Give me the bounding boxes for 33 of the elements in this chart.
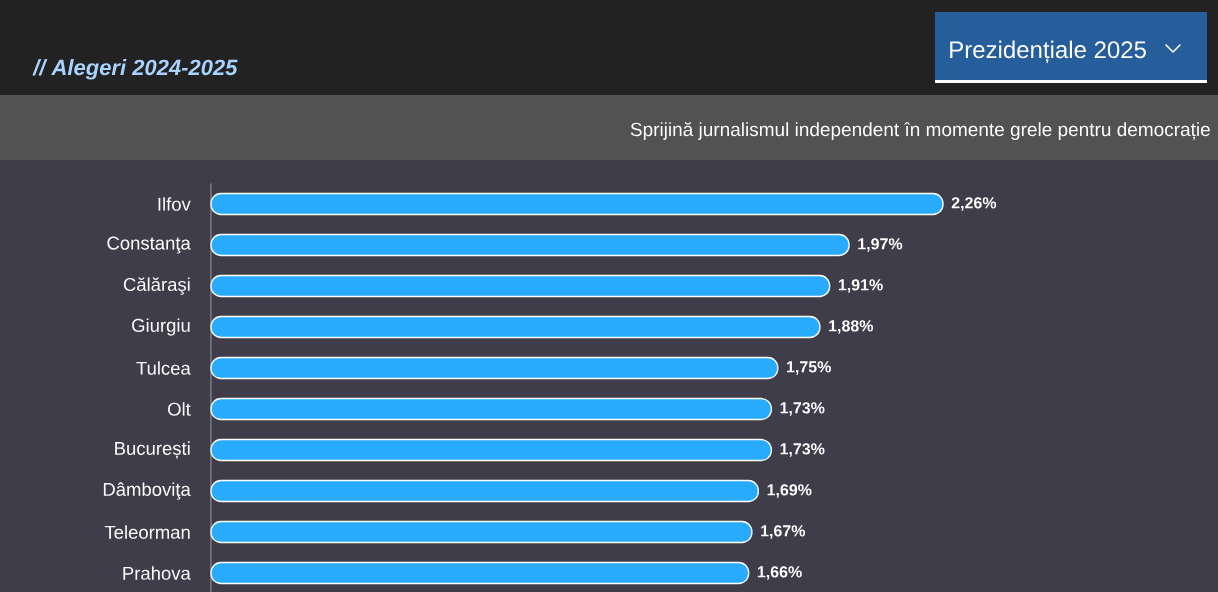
bar	[210, 315, 821, 339]
bar	[210, 233, 850, 257]
bar	[210, 192, 944, 216]
text: Prezidențiale 2025	[950, 40, 1146, 64]
y-tick-label: Constanţa	[107, 236, 191, 254]
y-tick-label: Teleorman	[104, 525, 190, 539]
bar	[210, 356, 779, 380]
data-label: 1,66%	[757, 566, 802, 580]
y-tick-label: Giurgiu	[132, 318, 190, 336]
data-label: 1,88%	[829, 320, 874, 334]
text: Sprijină jurnalismul independent în momente grele pentru democrație	[630, 122, 1210, 141]
data-label: 1,97%	[858, 238, 903, 252]
bar	[210, 479, 760, 503]
bar	[210, 397, 772, 421]
data-label: 1,73%	[780, 402, 825, 416]
data-label: 1,67%	[761, 525, 806, 539]
chart-subtitle: // Alegeri 2024-2025	[32, 59, 238, 80]
bar	[210, 561, 750, 585]
y-tick-label: Călăraşi	[123, 277, 190, 295]
bar	[210, 520, 753, 544]
data-label: 1,73%	[780, 443, 825, 457]
y-tick-label: București	[115, 441, 190, 459]
data-label: 1,75%	[787, 361, 831, 375]
data-label: 2,26%	[951, 197, 997, 211]
y-tick-label: Prahova	[123, 566, 191, 580]
y-tick-label: Dâmboviţa	[103, 482, 191, 500]
bar	[210, 438, 772, 462]
y-tick-label: Ilfov	[158, 197, 191, 211]
data-label: 1,69%	[767, 484, 812, 498]
y-tick-label: Tulcea	[136, 361, 191, 375]
data-label: 1,91%	[838, 279, 883, 293]
bar	[210, 274, 831, 298]
y-tick-label: Olt	[168, 402, 191, 416]
